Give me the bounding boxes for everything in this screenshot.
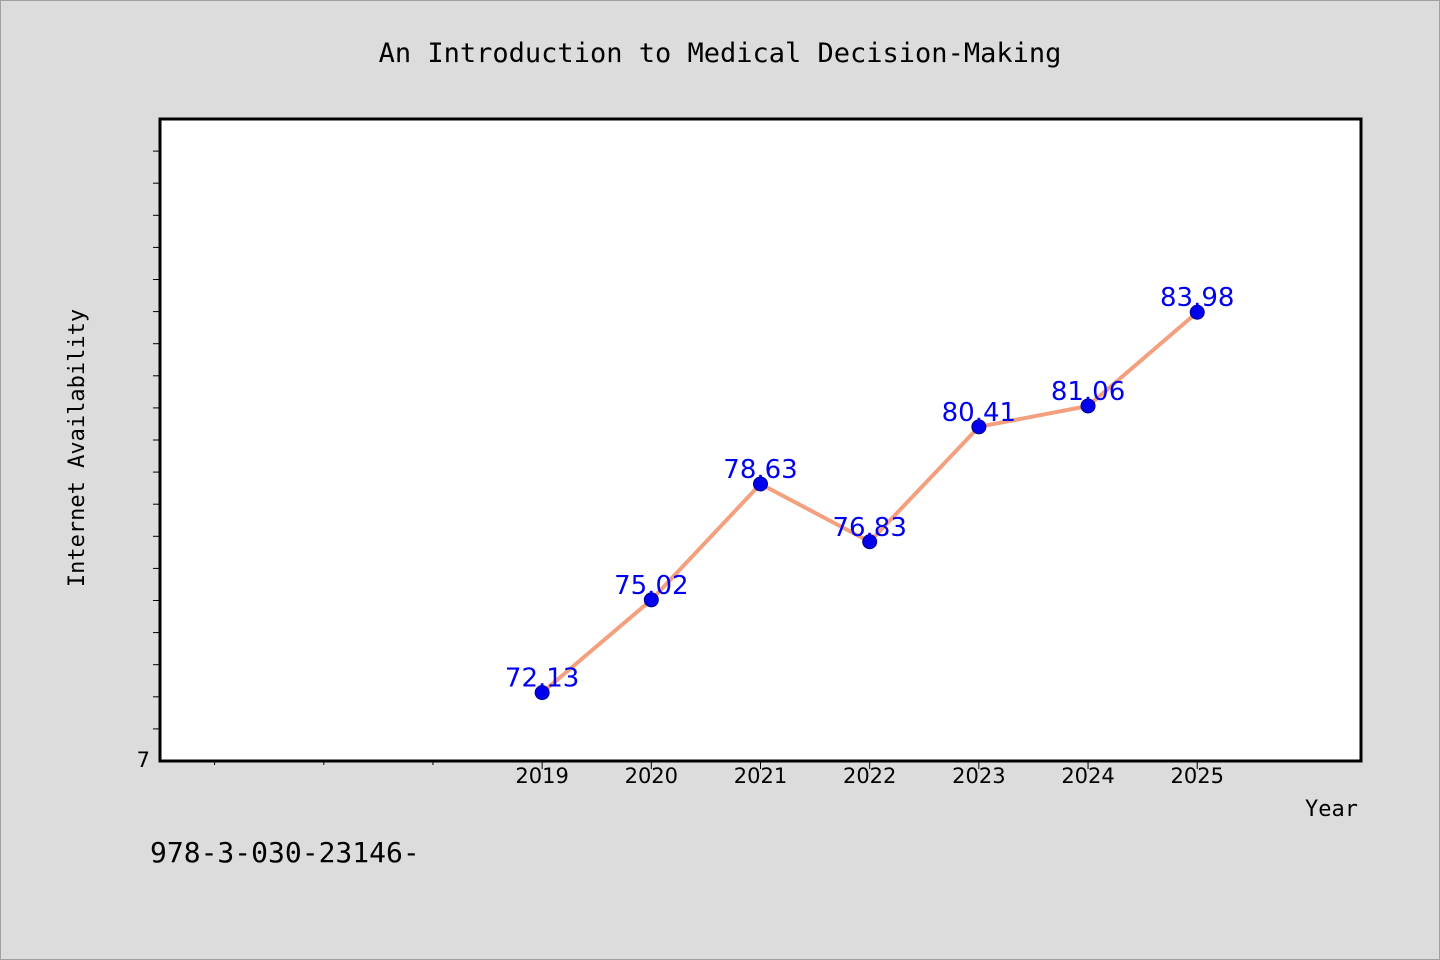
data-point xyxy=(971,419,987,435)
data-label: 75.02 xyxy=(614,571,688,601)
plot-area xyxy=(158,117,1363,763)
data-label: 83.98 xyxy=(1160,283,1234,313)
y-axis-ticks xyxy=(153,150,160,730)
x-tick-label: 2019 xyxy=(515,764,568,788)
data-point xyxy=(862,534,878,550)
footnote-text: 978-3-030-23146- xyxy=(150,836,420,869)
data-point xyxy=(1189,304,1205,320)
x-tick-label: 2021 xyxy=(734,764,787,788)
y-tick-label: 7 xyxy=(137,748,150,772)
data-label: 80.41 xyxy=(942,398,1016,428)
data-label: 76.83 xyxy=(832,513,906,543)
data-label: 72.13 xyxy=(505,664,579,694)
data-label: 78.63 xyxy=(723,455,797,485)
series-layer xyxy=(534,304,1205,701)
data-point xyxy=(753,476,768,492)
data-point xyxy=(643,592,659,608)
data-point xyxy=(1080,398,1096,414)
x-tick-label: 2023 xyxy=(952,764,1005,788)
x-tick-label: 2025 xyxy=(1171,764,1224,788)
x-tick-label: 2020 xyxy=(625,764,678,788)
x-tick-label: 2024 xyxy=(1061,764,1114,788)
x-axis-label: Year xyxy=(1305,797,1358,822)
data-point xyxy=(534,685,550,701)
y-axis-label: Internet Availability xyxy=(65,309,90,587)
chart-title: An Introduction to Medical Decision-Maki… xyxy=(379,38,1062,69)
x-tick-label: 2022 xyxy=(843,764,896,788)
x-axis-ticks: 2019 2020 2021 2022 2023 2024 2025 xyxy=(214,761,1224,788)
data-label: 81.06 xyxy=(1051,377,1125,407)
data-label-layer: 72.13 75.02 78.63 76.83 80.41 81.06 83.98 xyxy=(505,283,1235,693)
